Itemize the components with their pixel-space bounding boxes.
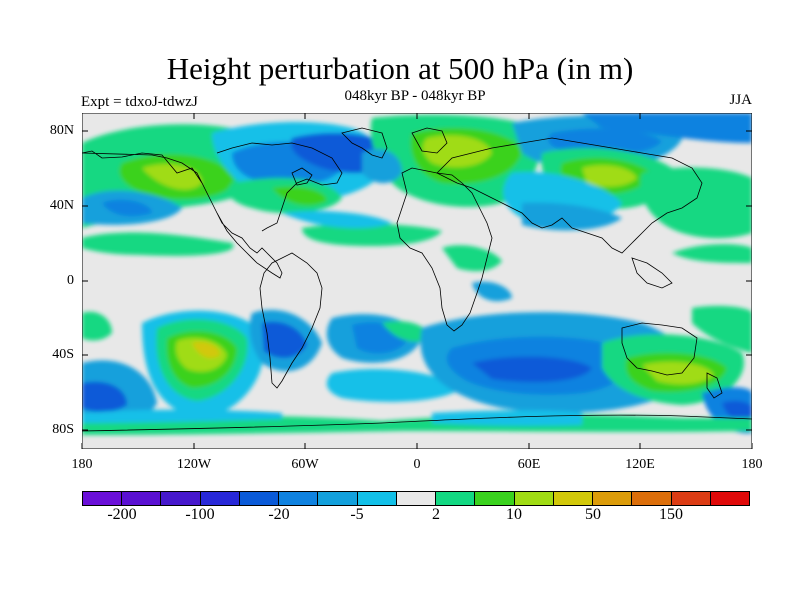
colorbar-label: 2 [432,506,440,523]
colorbar-swatch-15 [671,492,711,505]
colorbar-label: 10 [506,506,522,523]
colorbar-swatch-7 [357,492,397,505]
colorbar-label: 150 [659,506,683,523]
colorbar-label: -200 [107,506,137,523]
lat-label-40s: 40S [52,347,74,362]
colorbar-label: -5 [350,506,364,523]
colorbar-label: 50 [585,506,601,523]
coastlines [82,127,752,432]
colorbar-swatch-11 [514,492,554,505]
colorbar-swatch-3 [200,492,240,505]
colorbar-swatch-2 [161,492,201,505]
colorbar-swatch-0 [83,492,123,505]
colorbar [82,491,750,506]
lat-label-40n: 40N [49,198,74,213]
colorbar-swatch-8 [396,492,437,505]
map-panel [82,113,752,449]
lon-label-180e: 180 [741,457,763,472]
lat-label-0: 0 [67,273,74,288]
colorbar-swatch-9 [436,492,476,505]
map-subtitle: 048kyr BP - 048kyr BP [344,88,486,104]
season-label: JJA [729,92,752,108]
contour-field [82,113,752,435]
colorbar-label: -20 [268,506,290,523]
contour-map [82,113,752,449]
lon-label-120w: 120W [176,457,212,472]
colorbar-swatch-13 [593,492,633,505]
colorbar-swatch-16 [710,492,749,505]
lat-label-80n: 80N [49,123,74,138]
lon-label-60e: 60E [517,457,541,472]
colorbar-swatch-4 [239,492,280,505]
experiment-label: Expt = tdxoJ-tdwzJ [81,94,198,110]
colorbar-swatch-5 [279,492,319,505]
colorbar-swatch-10 [475,492,515,505]
colorbar-swatch-14 [632,492,672,505]
colorbar-swatch-6 [318,492,358,505]
lon-label-0: 0 [413,457,421,472]
lat-label-80s: 80S [52,422,74,437]
lon-label-120e: 120E [625,457,655,472]
map-title: Height perturbation at 500 hPa (in m) [166,51,634,86]
colorbar-label: -100 [185,506,215,523]
lon-label-60w: 60W [291,457,319,472]
lon-label-180w: 180 [71,457,93,472]
colorbar-swatch-1 [122,492,162,505]
colorbar-swatch-12 [553,492,594,505]
